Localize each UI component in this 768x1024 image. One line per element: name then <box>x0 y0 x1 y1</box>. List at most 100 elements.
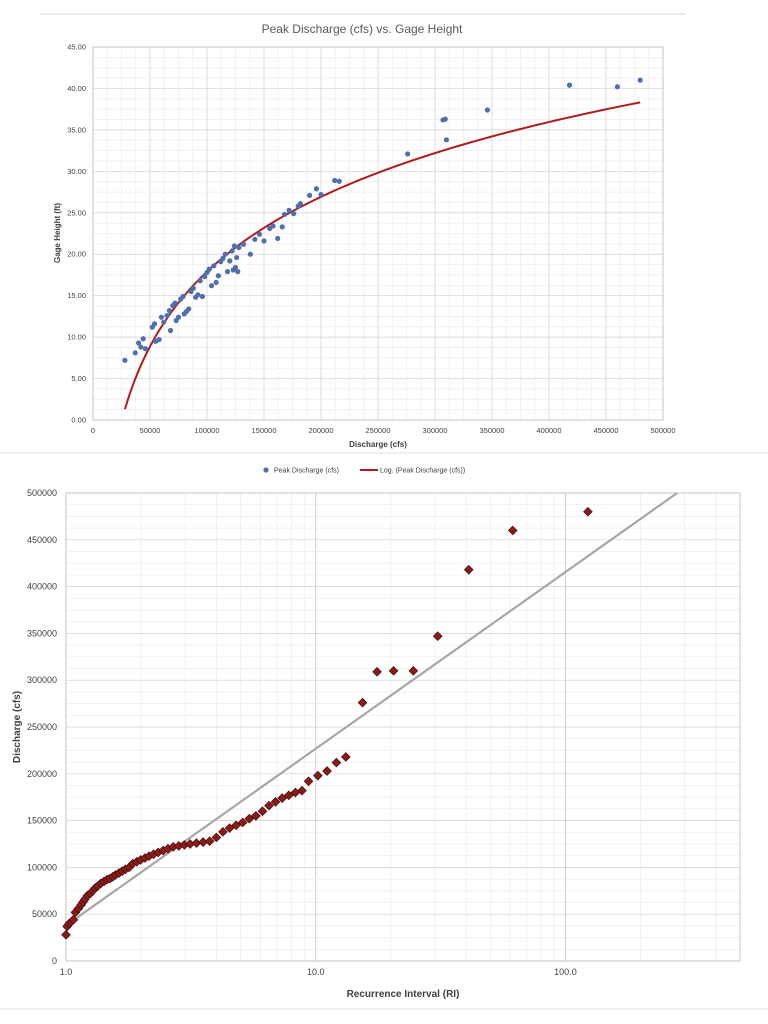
chart-1-data-point <box>279 224 285 230</box>
chart-1-points <box>122 77 643 363</box>
chart-1-data-point <box>235 269 241 275</box>
chart-2-data-point <box>388 666 399 676</box>
chart-1-data-point <box>186 306 192 312</box>
chart-2-data-point <box>303 776 314 787</box>
chart-2-data-point <box>322 766 332 776</box>
chart-2-data-point <box>313 770 323 781</box>
chart-2-data-point <box>432 631 443 642</box>
chart-1-y-tick-label: 5.00 <box>71 374 86 383</box>
chart-1-data-point <box>227 258 233 264</box>
chart-1-y-tick-label: 10.00 <box>67 333 86 342</box>
chart-2-data-point <box>357 697 368 708</box>
chart-1-data-point <box>222 251 228 257</box>
chart-1-data-point <box>122 357 128 363</box>
chart-1-data-point <box>236 244 242 251</box>
chart-1-y-tick-label: 0.00 <box>71 416 86 425</box>
chart-2-data-point <box>341 752 351 762</box>
chart-2-x-axis-label: Recurrence Interval (RI) <box>347 989 460 1000</box>
chart-1-y-ticks: 0.00 5.00 10.00 15.00 20.00 25.00 30.00 35.00 40… <box>67 43 86 425</box>
chart-2-data-point <box>583 506 593 517</box>
chart-1-data-point <box>166 307 172 314</box>
chart-1-data-point <box>180 293 186 300</box>
chart-2-data-point <box>231 820 241 831</box>
chart-1-gridlines <box>92 46 664 421</box>
chart-1-data-point <box>297 201 304 207</box>
chart-1-data-point <box>197 278 203 284</box>
chart-1-data-point <box>318 191 324 198</box>
chart-1: Peak Discharge (cfs) vs. Gage Height 0 50… <box>53 22 676 475</box>
chart-2-y-ticks: 0 50000 100000 150000 200000 250000 300000 3500… <box>27 488 57 966</box>
chart-2-data-point <box>218 827 228 837</box>
chart-2-data-point <box>68 914 79 925</box>
chart-1-data-point <box>291 211 297 217</box>
chart-1-x-ticks: 0 50000 100000 150000 200000 250000 300000 3500… <box>91 426 676 435</box>
chart-1-data-point <box>637 77 643 83</box>
chart-1-data-point <box>206 266 212 272</box>
chart-1-data-point <box>229 248 235 254</box>
chart-1-y-tick-label: 20.00 <box>67 250 86 259</box>
chart-1-data-point <box>247 251 253 257</box>
chart-1-data-point <box>286 207 292 213</box>
chart-2-y-axis-label: Discharge (cfs) <box>12 691 23 763</box>
chart-2-y-tick-label: 500000 <box>27 488 57 498</box>
chart-1-x-tick-label: 450000 <box>593 426 618 435</box>
chart-1-data-point <box>156 336 162 343</box>
chart-2: 1.0 10.0 100.0 0 50000 100000 150000 200000 250… <box>12 488 741 1000</box>
chart-1-data-point <box>256 231 263 237</box>
chart-1-plot-area <box>92 46 664 421</box>
chart-1-y-tick-label: 40.00 <box>67 84 86 93</box>
chart-1-x-tick-label: 200000 <box>308 426 333 435</box>
chart-1-data-point <box>566 82 573 88</box>
chart-1-data-point <box>336 178 342 184</box>
chart-1-data-point <box>151 321 158 327</box>
chart-1-x-tick-label: 400000 <box>536 426 561 435</box>
chart-1-data-point <box>442 116 448 122</box>
chart-2-data-point <box>204 836 215 847</box>
chart-2-y-tick-label: 150000 <box>27 816 57 826</box>
chart-1-data-point <box>132 350 138 356</box>
chart-1-data-point <box>240 241 247 247</box>
chart-2-data-point <box>61 929 71 940</box>
chart-1-data-point <box>211 263 217 269</box>
chart-2-y-tick-label: 200000 <box>27 769 57 779</box>
chart-2-data-point <box>270 797 281 807</box>
chart-2-points <box>61 506 593 940</box>
chart-1-y-tick-label: 15.00 <box>67 291 86 300</box>
chart-1-data-point <box>195 292 201 298</box>
chart-2-data-point <box>244 813 255 824</box>
chart-1-x-tick-label: 300000 <box>422 426 447 435</box>
chart-2-data-point <box>224 823 235 833</box>
chart-1-data-point <box>172 300 178 306</box>
chart-1-data-point <box>167 327 174 334</box>
chart-1-y-tick-label: 25.00 <box>67 208 86 217</box>
chart-2-y-tick-label: 400000 <box>27 582 57 592</box>
chart-2-y-tick-label: 450000 <box>27 535 57 545</box>
chart-2-data-point <box>408 666 419 676</box>
chart-1-data-point <box>275 235 281 242</box>
chart-1-data-point <box>307 192 313 198</box>
chart-2-y-tick-label: 0 <box>52 956 57 966</box>
chart-1-data-point <box>142 346 149 352</box>
chart-1-data-point <box>190 285 196 291</box>
chart-2-data-point <box>277 793 288 803</box>
chart-1-data-point <box>138 344 144 350</box>
chart-1-y-tick-label: 45.00 <box>67 43 86 52</box>
chart-2-y-tick-label: 300000 <box>27 675 57 685</box>
chart-1-y-tick-label: 30.00 <box>67 167 86 176</box>
chart-2-x-ticks: 1.0 10.0 100.0 <box>60 967 577 977</box>
chart-1-data-point <box>220 255 226 261</box>
chart-1-data-point <box>164 312 170 319</box>
chart-1-data-point <box>208 283 215 289</box>
legend-label-log-trendline: Log. (Peak Discharge (cfs)) <box>380 468 465 475</box>
chart-1-data-point <box>270 223 276 229</box>
chart-2-x-tick-label: 1.0 <box>60 967 73 977</box>
chart-2-trend-line <box>65 492 678 927</box>
chart-1-data-point <box>332 177 338 184</box>
chart-1-x-tick-label: 250000 <box>365 426 390 435</box>
chart-2-data-point <box>283 790 294 801</box>
chart-2-data-point <box>257 806 268 817</box>
chart-1-x-axis-label: Discharge (cfs) <box>349 440 407 449</box>
chart-1-data-point <box>252 236 258 242</box>
chart-1-data-point <box>161 319 167 325</box>
chart-2-data-point <box>237 817 248 828</box>
